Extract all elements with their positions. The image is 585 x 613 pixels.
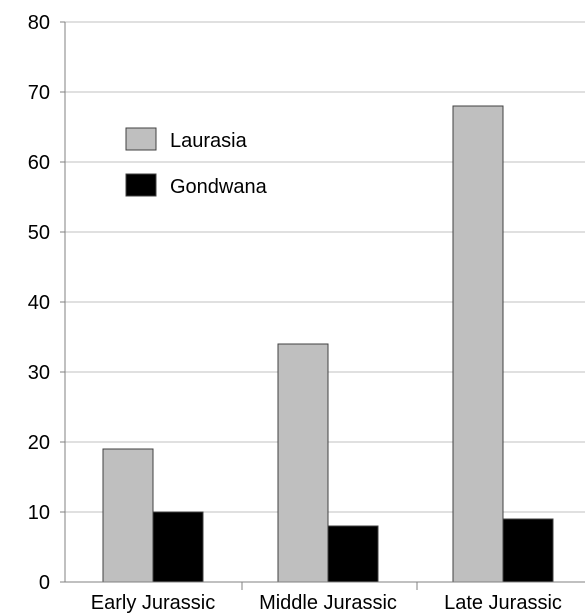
x-tick-label-middle-jurassic: Middle Jurassic xyxy=(259,592,397,613)
y-tick-labels: 0 10 20 30 40 50 60 70 80 xyxy=(28,12,50,594)
y-tick-label-0: 0 xyxy=(39,572,50,594)
legend-swatch-gondwana xyxy=(125,173,157,197)
legend-swatch-laurasia xyxy=(125,127,157,151)
bar-laurasia-late-jurassic xyxy=(452,105,504,583)
bar-laurasia-early-jurassic xyxy=(102,448,154,583)
bar-laurasia-middle-jurassic xyxy=(277,343,329,583)
legend-label-laurasia: Laurasia xyxy=(170,130,248,152)
y-tick-label-20: 20 xyxy=(28,432,50,454)
axes xyxy=(64,22,585,583)
y-tick-label-30: 30 xyxy=(28,362,50,384)
y-tick-label-80: 80 xyxy=(28,12,50,34)
bars xyxy=(102,105,554,583)
legend: Laurasia Gondwana xyxy=(125,127,268,198)
y-tick-label-50: 50 xyxy=(28,222,50,244)
legend-label-gondwana: Gondwana xyxy=(170,176,268,198)
x-tick-label-early-jurassic: Early Jurassic xyxy=(91,592,215,613)
bar-gondwana-late-jurassic xyxy=(502,518,554,583)
y-tick-label-60: 60 xyxy=(28,152,50,174)
bar-gondwana-early-jurassic xyxy=(152,511,204,583)
y-tick-label-40: 40 xyxy=(28,292,50,314)
y-tick-label-10: 10 xyxy=(28,502,50,524)
y-tick-label-70: 70 xyxy=(28,82,50,104)
bar-gondwana-middle-jurassic xyxy=(327,525,379,583)
x-tick-label-late-jurassic: Late Jurassic xyxy=(444,592,562,613)
category-labels: Early Jurassic Middle Jurassic Late Jurass… xyxy=(91,582,562,613)
